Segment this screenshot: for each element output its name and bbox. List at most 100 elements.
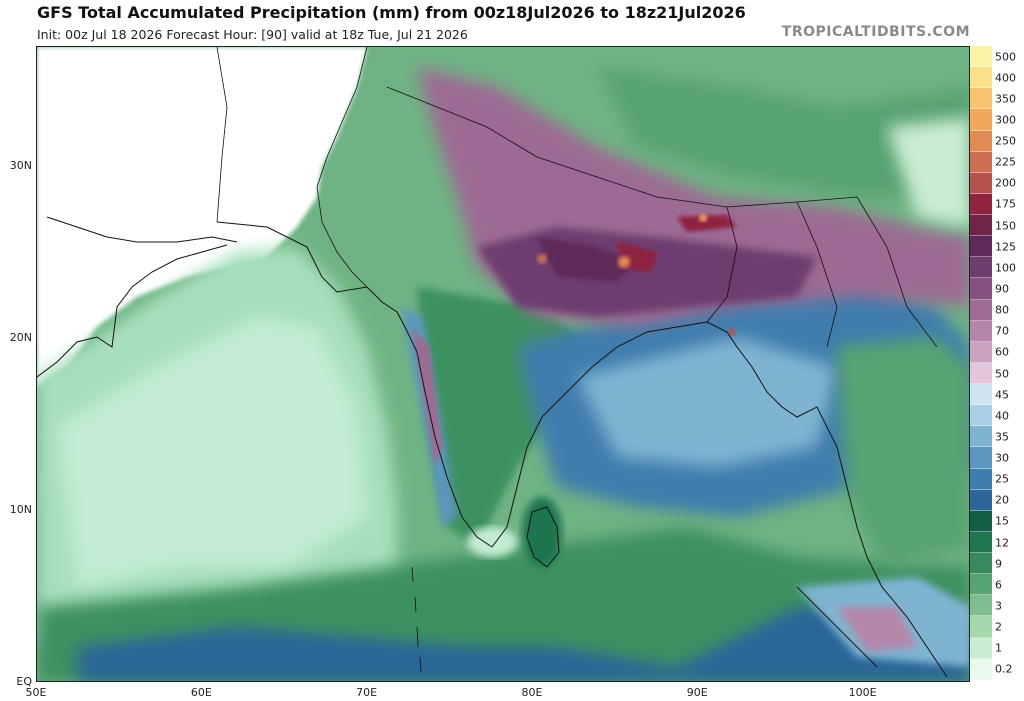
colorbar-swatch (970, 510, 992, 532)
colorbar-label: 350 (995, 92, 1016, 106)
colorbar-label: 30 (995, 451, 1009, 465)
longitude-label: 60E (190, 686, 212, 699)
colorbar-step: 9 (970, 553, 1024, 575)
colorbar-swatch (970, 531, 992, 554)
colorbar-label: 150 (995, 219, 1016, 233)
colorbar-label: 1 (995, 641, 1002, 655)
colorbar-label: 60 (995, 345, 1009, 359)
colorbar-step: 60 (970, 341, 1024, 363)
colorbar-swatch (970, 468, 992, 490)
colorbar-swatch (970, 341, 992, 363)
colorbar-step: 20 (970, 489, 1024, 511)
longitude-label: 80E (521, 686, 543, 699)
colorbar-step: 70 (970, 320, 1024, 342)
colorbar-label: 100 (995, 261, 1016, 275)
latitude-label: 30N (9, 159, 32, 173)
colorbar-swatch (970, 236, 992, 258)
colorbar-swatch (970, 257, 992, 279)
colorbar-step: 1 (970, 637, 1024, 659)
map-subtitle: Init: 00z Jul 18 2026 Forecast Hour: [90… (37, 27, 468, 42)
colorbar-step: 90 (970, 278, 1024, 300)
coastlines (37, 47, 948, 678)
colorbar-label: 200 (995, 176, 1016, 190)
colorbar-label: 2 (995, 620, 1002, 634)
colorbar-step: 45 (970, 384, 1024, 406)
colorbar-step: 175 (970, 193, 1024, 216)
colorbar-step: 50 (970, 362, 1024, 385)
colorbar-swatch (970, 172, 992, 194)
colorbar-label: 40 (995, 409, 1009, 423)
longitude-label: 70E (356, 686, 378, 699)
colorbar-swatch (970, 595, 992, 617)
colorbar-step: 2 (970, 616, 1024, 638)
colorbar-swatch (970, 88, 992, 110)
colorbar-swatch (970, 489, 992, 511)
colorbar-swatch (970, 109, 992, 131)
colorbar-swatch (970, 67, 992, 89)
colorbar-label: 45 (995, 388, 1009, 402)
brand-watermark: TROPICALTIDBITS.COM (781, 24, 970, 40)
colorbar-label: 12 (995, 536, 1009, 550)
precipitation-colorbar: 500 400 350 300 250 225 200 175 150 125 100 90 80 70 6… (970, 46, 1024, 682)
colorbar-label: 300 (995, 113, 1016, 127)
colorbar-swatch (970, 215, 992, 237)
colorbar-swatch (970, 362, 992, 385)
colorbar-label: 400 (995, 71, 1016, 85)
longitude-label: 50E (25, 686, 47, 699)
colorbar-step: 300 (970, 109, 1024, 131)
colorbar-step: 15 (970, 510, 1024, 532)
colorbar-step: 25 (970, 468, 1024, 490)
longitude-label: 90E (686, 686, 708, 699)
colorbar-label: 70 (995, 324, 1009, 338)
colorbar-label: 3 (995, 599, 1002, 613)
colorbar-step: 500 (970, 46, 1024, 68)
longitude-label: 100E (848, 686, 877, 699)
colorbar-label: 175 (995, 197, 1016, 211)
colorbar-step: 200 (970, 172, 1024, 194)
colorbar-label: 0.2 (995, 662, 1013, 676)
colorbar-label: 500 (995, 50, 1016, 64)
colorbar-label: 80 (995, 303, 1009, 317)
colorbar-swatch (970, 574, 992, 596)
colorbar-step: 400 (970, 67, 1024, 89)
colorbar-step: 0.2 (970, 658, 1024, 680)
colorbar-swatch (970, 130, 992, 152)
colorbar-label: 9 (995, 557, 1002, 571)
colorbar-step: 35 (970, 426, 1024, 448)
colorbar-swatch (970, 637, 992, 659)
precipitation-map (36, 46, 970, 682)
latitude-label: 10N (9, 503, 32, 517)
colorbar-swatch (970, 320, 992, 342)
map-title: GFS Total Accumulated Precipitation (mm)… (37, 3, 746, 22)
colorbar-swatch (970, 278, 992, 300)
colorbar-label: 25 (995, 472, 1009, 486)
colorbar-step: 250 (970, 130, 1024, 152)
latitude-label: 20N (9, 331, 32, 345)
colorbar-step: 6 (970, 574, 1024, 596)
colorbar-label: 90 (995, 282, 1009, 296)
colorbar-step: 12 (970, 531, 1024, 554)
colorbar-swatch (970, 151, 992, 173)
colorbar-swatch (970, 658, 992, 680)
colorbar-step: 3 (970, 595, 1024, 617)
colorbar-label: 15 (995, 514, 1009, 528)
colorbar-step: 100 (970, 257, 1024, 279)
colorbar-swatch (970, 426, 992, 448)
colorbar-step: 80 (970, 299, 1024, 321)
colorbar-step: 225 (970, 151, 1024, 173)
colorbar-swatch (970, 193, 992, 216)
colorbar-label: 6 (995, 578, 1002, 592)
colorbar-label: 225 (995, 155, 1016, 169)
colorbar-label: 50 (995, 367, 1009, 380)
colorbar-swatch (970, 384, 992, 406)
colorbar-step: 125 (970, 236, 1024, 258)
precipitation-map-svg (37, 47, 969, 681)
colorbar-swatch (970, 616, 992, 638)
colorbar-swatch (970, 553, 992, 575)
colorbar-swatch (970, 46, 992, 68)
colorbar-swatch (970, 299, 992, 321)
precip-field (37, 47, 969, 681)
colorbar-label: 20 (995, 493, 1009, 507)
latitude-label: EQ (16, 675, 32, 688)
colorbar-label: 250 (995, 134, 1016, 148)
